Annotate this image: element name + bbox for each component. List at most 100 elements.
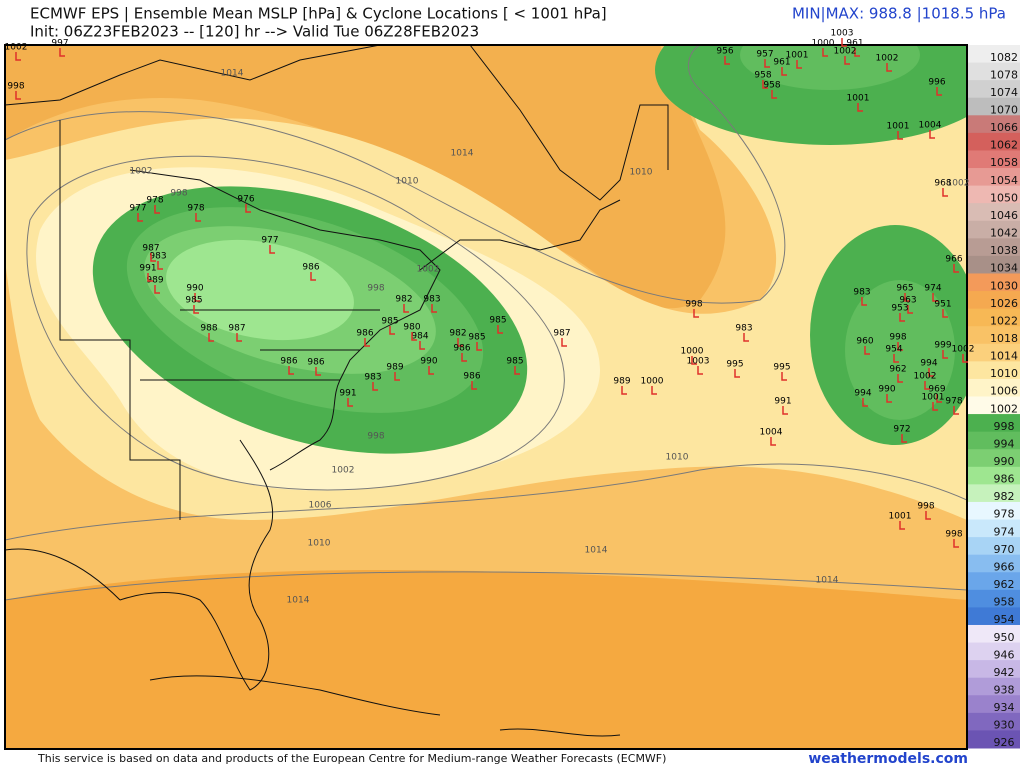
cyclone-pressure: 958 (754, 71, 771, 81)
cyclone-marker (651, 386, 657, 395)
cyclone-pressure: 976 (237, 195, 254, 205)
colorbar-swatch (968, 203, 1020, 222)
colorbar-swatch (968, 97, 1020, 116)
cyclone-marker (457, 338, 463, 347)
colorbar-swatch (968, 642, 1020, 661)
colorbar-label: 1006 (990, 385, 1018, 398)
colorbar-label: 1058 (990, 156, 1018, 169)
colorbar: 1082 1078 1074 1070 1066 1062 1058 1054 1050 1046… (968, 45, 1020, 749)
cyclone-pressure: 990 (186, 284, 203, 294)
colorbar-swatch (968, 624, 1020, 644)
colorbar-label: 1078 (990, 68, 1018, 81)
cyclone-marker (854, 48, 860, 57)
colorbar-label: 1070 (990, 104, 1018, 117)
contour-label: 1010 (630, 168, 653, 178)
colorbar-label: 926 (994, 736, 1015, 749)
cyclone-pressure: 995 (773, 363, 790, 373)
contour-label: 1002 (417, 265, 440, 275)
contour-label: 1014 (221, 69, 244, 79)
cyclone-pressure: 953 (891, 304, 908, 314)
cyclone-pressure: 982 (449, 329, 466, 339)
contour-label: 1002 (332, 466, 355, 476)
cyclone-marker (236, 333, 242, 342)
cyclone-pressure: 1002 (834, 47, 857, 57)
cyclone-pressure: 1002 (5, 43, 28, 53)
cyclone-pressure: 1000 (681, 347, 704, 357)
colorbar-label: 1046 (990, 209, 1018, 222)
cyclone-marker (471, 381, 477, 390)
contour-label: 1014 (451, 149, 474, 159)
colorbar-swatch (968, 730, 1020, 749)
cyclone-pressure: 966 (945, 255, 962, 265)
colorbar-label: 1074 (990, 86, 1018, 99)
cyclone-pressure: 961 (773, 58, 790, 68)
colorbar-swatch (968, 150, 1020, 169)
cyclone-pressure: 986 (356, 329, 373, 339)
cyclone-marker (899, 313, 905, 322)
cyclone-marker (953, 264, 959, 273)
cyclone-marker (864, 346, 870, 355)
cyclone-marker (147, 273, 153, 282)
cyclone-pressure: 987 (142, 244, 159, 254)
cyclone-pressure: 999 (934, 341, 951, 351)
subtitle: Init: 06Z23FEB2023 -- [120] hr --> Valid… (30, 23, 479, 41)
colorbar-label: 950 (994, 631, 1015, 644)
colorbar-swatch (968, 62, 1020, 81)
cyclone-pressure: 985 (489, 316, 506, 326)
cyclone-marker (841, 38, 847, 47)
cyclone-marker (861, 297, 867, 306)
colorbar-swatch (968, 343, 1020, 362)
cyclone-pressure: 985 (506, 357, 523, 367)
cyclone-pressure: 968 (934, 179, 951, 189)
colorbar-label: 942 (994, 666, 1015, 679)
cyclone-marker (194, 293, 200, 302)
cyclone-marker (269, 245, 275, 254)
cyclone-marker (932, 293, 938, 302)
cyclone-pressure: 978 (945, 397, 962, 407)
cyclone-marker (621, 386, 627, 395)
cyclone-pressure: 986 (453, 344, 470, 354)
cyclone-marker (857, 103, 863, 112)
cyclone-marker (372, 382, 378, 391)
colorbar-label: 938 (994, 683, 1015, 696)
contour-label: 1006 (309, 501, 332, 511)
cyclone-marker (953, 539, 959, 548)
contour-label: 1002 (130, 167, 153, 177)
cyclone-pressure: 989 (386, 363, 403, 373)
cyclone-pressure: 983 (364, 373, 381, 383)
colorbar-swatch (968, 255, 1020, 274)
cyclone-pressure: 986 (280, 357, 297, 367)
colorbar-swatch (968, 431, 1020, 450)
cyclone-marker (497, 325, 503, 334)
cyclone-pressure: 1000 (641, 377, 664, 387)
cyclone-marker (15, 91, 21, 100)
cyclone-marker (901, 434, 907, 443)
colorbar-swatch (968, 396, 1020, 415)
cyclone-marker (936, 394, 942, 403)
cyclone-marker (762, 80, 768, 89)
cyclone-marker (476, 342, 482, 351)
cyclone-pressure: 991 (774, 397, 791, 407)
cyclone-marker (347, 398, 353, 407)
colorbar-label: 1034 (990, 262, 1018, 275)
cyclone-pressure: 989 (613, 377, 630, 387)
cyclone-marker (734, 369, 740, 378)
cyclone-pressure: 956 (716, 47, 733, 57)
cyclone-marker (796, 60, 802, 69)
site[interactable]: weathermodels.com (808, 751, 968, 767)
cyclone-pressure: 957 (756, 50, 773, 60)
cyclone-pressure: 974 (924, 284, 941, 294)
cyclone-pressure: 1002 (952, 345, 975, 355)
colorbar-swatch (968, 660, 1020, 679)
cyclone-pressure: 1001 (889, 512, 912, 522)
cyclone-pressure: 978 (187, 204, 204, 214)
cyclone-marker (924, 381, 930, 390)
cyclone-pressure: 977 (261, 236, 278, 246)
colorbar-label: 978 (994, 508, 1015, 521)
colorbar-swatch (968, 273, 1020, 292)
colorbar-label: 986 (994, 473, 1015, 486)
colorbar-label: 974 (994, 525, 1015, 538)
cyclone-pressure: 991 (139, 264, 156, 274)
cyclone-pressure: 982 (395, 295, 412, 305)
